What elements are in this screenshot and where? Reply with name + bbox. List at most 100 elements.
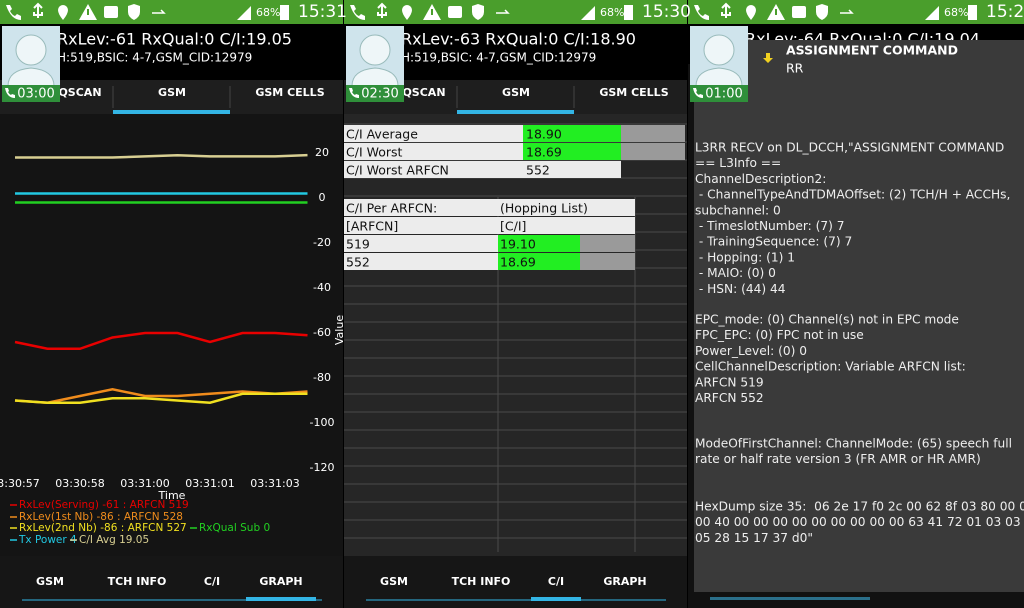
tab-indicator bbox=[113, 110, 230, 114]
x-tick-label: 03:31:01 bbox=[185, 477, 234, 490]
row-label: C/I Per ARFCN: bbox=[346, 201, 437, 216]
dialog-line: rate or half rate version 3 (FR AMR or H… bbox=[695, 452, 981, 466]
status-bar bbox=[687, 0, 1024, 25]
download-icon bbox=[763, 53, 773, 63]
row-value: (Hopping List) bbox=[500, 201, 588, 216]
bottom-tab[interactable]: C/I bbox=[548, 575, 564, 588]
bottom-tab-indicator bbox=[531, 597, 581, 601]
dialog-line: EPC_mode: (0) Channel(s) not in EPC mode bbox=[695, 313, 959, 327]
row-cell bbox=[498, 217, 635, 234]
ci-bar-rest bbox=[580, 235, 635, 252]
tab[interactable]: GSM CELLS bbox=[255, 86, 324, 99]
row-cell bbox=[344, 125, 524, 142]
y-tick-label: -60 bbox=[313, 326, 331, 339]
bottom-tab[interactable]: TCH INFO bbox=[108, 575, 167, 588]
call-timer: 01:00 bbox=[705, 87, 742, 102]
dialog-line: - Hopping: (1) 1 bbox=[695, 250, 795, 264]
row-cell bbox=[344, 161, 524, 178]
legend-entry: C/I Avg 19.05 bbox=[79, 534, 149, 546]
row-cell bbox=[498, 199, 635, 216]
dialog-line: == L3Info == bbox=[695, 156, 781, 170]
bottom-tab[interactable]: TCH INFO bbox=[452, 575, 511, 588]
row-value: [C/I] bbox=[500, 219, 526, 234]
row-value: 19.10 bbox=[500, 237, 536, 252]
x-tick-label: 03:30:58 bbox=[55, 477, 104, 490]
legend-entry: RxQual Sub 0 bbox=[199, 522, 270, 534]
bottom-tab[interactable]: C/I bbox=[204, 575, 220, 588]
dialog-line: HexDump size 35: 06 2e 17 f0 2c 00 62 8f… bbox=[695, 500, 1024, 514]
y-tick-label: -40 bbox=[313, 281, 331, 294]
dialog-line: - ChannelTypeAndTDMAOffset: (2) TCH/H + … bbox=[695, 188, 1010, 202]
bottom-tab[interactable]: GRAPH bbox=[603, 575, 646, 588]
status-time: 15:31 bbox=[298, 2, 347, 22]
row-value: 552 bbox=[526, 163, 550, 178]
row-cell bbox=[523, 125, 621, 142]
bottom-tab[interactable]: GSM bbox=[36, 575, 64, 588]
call-timer: 03:00 bbox=[17, 87, 54, 102]
dialog-line: L3RR RECV on DL_DCCH,"ASSIGNMENT COMMAND bbox=[695, 141, 1004, 155]
call-timer: 02:30 bbox=[361, 87, 398, 102]
ci-bar-rest bbox=[580, 253, 635, 270]
status-time: 15:29 bbox=[986, 2, 1024, 22]
dialog-subtitle: RR bbox=[786, 61, 804, 76]
row-value: 18.69 bbox=[500, 255, 536, 270]
tab[interactable]: QSCAN bbox=[402, 86, 445, 99]
y-tick-label: -80 bbox=[313, 371, 331, 384]
bottom-tab-bar bbox=[344, 556, 687, 608]
series-line bbox=[14, 331, 308, 350]
status-time: 15:30 bbox=[642, 2, 691, 22]
ci-bar-rest bbox=[621, 125, 685, 142]
dialog-line: Power_Level: (0) 0 bbox=[695, 344, 807, 358]
x-tick-label: 03:31:03 bbox=[250, 477, 299, 490]
table-area bbox=[344, 114, 687, 556]
tab[interactable]: QSCAN bbox=[58, 86, 101, 99]
row-cell bbox=[344, 143, 524, 160]
call-timer-bg bbox=[2, 85, 60, 102]
status-bar bbox=[0, 0, 344, 25]
dialog-line: - HSN: (44) 44 bbox=[695, 282, 786, 296]
call-icon bbox=[5, 88, 15, 98]
bottom-tab[interactable]: GSM bbox=[380, 575, 408, 588]
legend-entry: RxLev(2nd Nb) -86 : ARFCN 527 bbox=[19, 522, 187, 534]
battery-level: 68% bbox=[256, 6, 280, 19]
y-tick-label: 0 bbox=[319, 191, 326, 204]
divider bbox=[343, 0, 344, 608]
y-tick-label: -100 bbox=[310, 416, 335, 429]
x-axis-label: Time bbox=[158, 489, 186, 502]
tab[interactable]: GSM bbox=[502, 86, 530, 99]
dialog-title: ASSIGNMENT COMMAND bbox=[786, 43, 958, 58]
divider bbox=[687, 0, 688, 608]
call-icon bbox=[693, 88, 703, 98]
avatar-head bbox=[703, 34, 735, 66]
avatar-head bbox=[359, 34, 391, 66]
row-cell bbox=[344, 199, 498, 216]
avatar-body bbox=[7, 67, 55, 87]
call-icon bbox=[349, 88, 359, 98]
dialog-line: ModeOfFirstChannel: ChannelMode: (65) sp… bbox=[695, 437, 1012, 451]
dialog-line: ARFCN 552 bbox=[695, 391, 764, 405]
x-tick-label: 03:31:00 bbox=[120, 477, 169, 490]
row-cell bbox=[498, 235, 580, 252]
call-timer-bg bbox=[346, 85, 404, 102]
dialog-line: 00 40 00 00 00 00 00 00 00 00 00 63 41 7… bbox=[695, 515, 1021, 529]
bottom-tab[interactable]: GRAPH bbox=[259, 575, 302, 588]
row-label: C/I Worst bbox=[346, 145, 403, 160]
row-value: 18.90 bbox=[526, 127, 562, 142]
dialog-line: ARFCN 519 bbox=[695, 375, 764, 389]
call-timer-bg bbox=[690, 85, 748, 102]
status-bar bbox=[343, 0, 688, 25]
row-cell bbox=[344, 253, 498, 270]
row-cell bbox=[523, 143, 621, 160]
dialog-line: 05 28 15 17 37 d0" bbox=[695, 531, 813, 545]
y-axis-label: Value bbox=[333, 315, 346, 345]
tab[interactable]: GSM CELLS bbox=[599, 86, 668, 99]
dialog bbox=[694, 40, 1024, 592]
tab[interactable]: GSM bbox=[158, 86, 186, 99]
avatar-body bbox=[351, 67, 399, 87]
dialog-line: - MAIO: (0) 0 bbox=[695, 266, 776, 280]
legend-entry: RxLev(Serving) -61 : ARFCN 519 bbox=[19, 499, 189, 511]
row-cell bbox=[523, 161, 621, 178]
row-label: 552 bbox=[346, 255, 370, 270]
avatar-body bbox=[695, 67, 743, 87]
